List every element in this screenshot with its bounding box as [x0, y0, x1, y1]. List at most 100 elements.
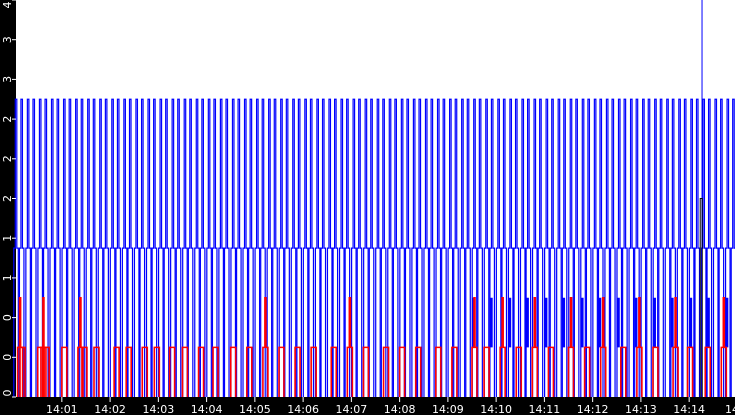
red-pulse — [125, 346, 132, 397]
blue-pulse — [392, 98, 399, 397]
x-tick-label: 14:13 — [625, 403, 657, 415]
blue-pulse — [399, 98, 405, 397]
blue-pulse — [435, 98, 442, 397]
red-pulse — [310, 346, 317, 397]
blue-pulse — [338, 98, 345, 397]
blue-block — [489, 297, 493, 348]
blue-pulse — [471, 98, 478, 397]
blue-pulse — [465, 98, 471, 397]
blue-pulse — [326, 98, 333, 397]
red-pulse — [515, 346, 523, 397]
red-pulse — [346, 296, 354, 397]
x-tick-label: 14:11 — [529, 403, 561, 415]
blue-block — [598, 297, 602, 348]
red-pulse — [81, 346, 88, 397]
blue-pulse — [25, 98, 31, 397]
blue-block — [544, 297, 548, 348]
blue-block — [562, 297, 566, 348]
red-pulse — [43, 346, 50, 397]
blue-pulse — [302, 98, 309, 397]
blue-block — [525, 297, 529, 348]
blue-pulse — [363, 98, 369, 397]
x-tick-label: 14:1 — [725, 403, 735, 415]
red-pulse — [197, 346, 205, 397]
blue-pulse — [718, 98, 725, 397]
y-tick-label: 1 — [1, 235, 14, 242]
y-tick-label: 1 — [1, 274, 14, 281]
blue-block — [670, 297, 674, 348]
blue-pulse — [489, 98, 496, 397]
blue-pulse — [13, 98, 19, 397]
blue-pulse — [507, 98, 514, 397]
red-pulse — [704, 346, 712, 397]
blue-pulse — [194, 98, 200, 397]
blue-pulse — [416, 98, 423, 397]
blue-pulse — [61, 98, 68, 397]
series-layer — [13, 0, 735, 397]
blue-block — [508, 297, 512, 348]
x-tick-label: 14:02 — [94, 403, 126, 415]
y-tick-label: 2 — [1, 155, 14, 162]
y-tick-label: 0 — [1, 314, 14, 321]
blue-pulse — [658, 98, 664, 397]
blue-pulse — [284, 98, 290, 397]
blue-pulse — [218, 98, 224, 397]
blue-pulse — [688, 98, 695, 397]
red-pulse — [262, 296, 269, 397]
blue-pulse — [459, 98, 466, 397]
blue-pulse — [230, 98, 237, 397]
red-pulse — [636, 296, 643, 397]
blue-pulse — [495, 98, 502, 397]
blue-pulse — [18, 98, 25, 397]
blue-pulse — [453, 98, 459, 397]
blue-pulse — [37, 98, 44, 397]
red-pulse — [451, 346, 458, 397]
blue-pulse — [531, 98, 538, 397]
blue-pulse — [375, 98, 381, 397]
blue-pulse — [139, 98, 146, 397]
blue-pulse — [556, 98, 562, 397]
blue-block — [652, 297, 656, 348]
red-pulse — [471, 296, 478, 397]
red-pulse — [499, 296, 506, 397]
blue-pulse — [133, 98, 140, 397]
blue-pulse — [664, 98, 671, 397]
red-pulse — [19, 346, 26, 397]
blue-pulse — [646, 98, 652, 397]
y-tick-label: 0 — [1, 354, 14, 361]
blue-pulse — [79, 98, 85, 397]
blue-pulse — [676, 98, 683, 397]
blue-pulse — [483, 98, 490, 397]
blue-pulse — [423, 98, 430, 397]
blue-pulse — [175, 98, 182, 397]
blue-block — [580, 297, 584, 348]
blue-pulse — [272, 98, 278, 397]
blue-block — [689, 297, 693, 348]
y-tick-label: 3 — [1, 76, 14, 83]
red-pulse — [153, 346, 161, 397]
blue-pulse — [97, 98, 104, 397]
red-pulse — [278, 346, 285, 397]
blue-pulse — [67, 98, 73, 397]
red-pulse — [330, 346, 338, 397]
blue-pulse — [157, 98, 164, 397]
blue-pulse — [447, 98, 454, 397]
blue-pulse — [513, 98, 520, 397]
blue-pulse — [604, 98, 611, 397]
red-pulse — [61, 346, 68, 397]
x-tick-label: 14:03 — [143, 403, 175, 415]
blue-pulse — [573, 98, 580, 397]
y-tick-label: 3 — [1, 36, 14, 43]
red-pulse — [362, 346, 370, 397]
blue-pulse — [260, 98, 266, 397]
blue-pulse — [127, 98, 134, 397]
red-pulse — [414, 346, 422, 397]
blue-block — [616, 297, 620, 348]
blue-pulse — [199, 98, 206, 397]
x-tick-label: 14:09 — [432, 403, 464, 415]
blue-pulse — [387, 98, 393, 397]
blue-pulse — [652, 98, 659, 397]
blue-pulse — [477, 98, 483, 397]
red-pulse — [531, 296, 539, 397]
red-pulse — [652, 346, 659, 397]
